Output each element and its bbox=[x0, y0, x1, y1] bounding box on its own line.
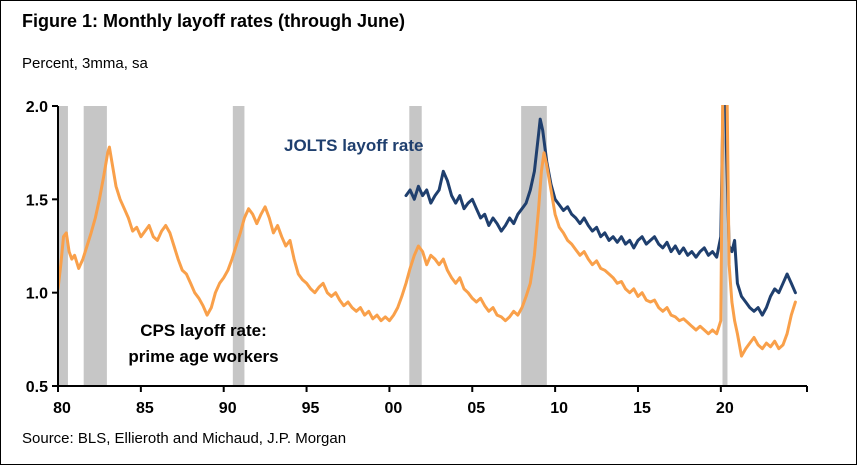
x-tick-label: 95 bbox=[302, 400, 320, 417]
x-tick-label: 80 bbox=[53, 400, 71, 417]
recession-band bbox=[83, 106, 107, 386]
cps-series-label-line2: prime age workers bbox=[128, 347, 279, 366]
y-tick-label: 0.5 bbox=[26, 379, 48, 396]
chart-subtitle: Percent, 3mma, sa bbox=[22, 55, 148, 72]
x-tick-label: 05 bbox=[467, 400, 485, 417]
jolts-series-label: JOLTS layoff rate bbox=[284, 136, 424, 155]
recession-band bbox=[409, 106, 422, 386]
chart-title: Figure 1: Monthly layoff rates (through … bbox=[22, 11, 406, 31]
recession-band bbox=[232, 106, 245, 386]
y-tick-label: 1.5 bbox=[26, 192, 48, 209]
x-tick-label: 85 bbox=[136, 400, 154, 417]
cps-series-label: CPS layoff rate: prime age workers bbox=[101, 318, 306, 370]
source-note: Source: BLS, Ellieroth and Michaud, J.P.… bbox=[22, 430, 347, 447]
cps-series-label-line1: CPS layoff rate: bbox=[140, 321, 267, 340]
y-tick-label: 2.0 bbox=[26, 99, 48, 116]
y-tick-label: 1.0 bbox=[26, 286, 48, 303]
x-tick-label: 20 bbox=[716, 400, 734, 417]
recession-band bbox=[722, 106, 728, 386]
x-tick-label: 10 bbox=[550, 400, 568, 417]
jolts-line-series bbox=[404, 105, 797, 317]
x-tick-label: 15 bbox=[633, 400, 651, 417]
cps-line-series bbox=[58, 105, 797, 358]
x-tick-label: 00 bbox=[385, 400, 403, 417]
x-tick-label: 90 bbox=[219, 400, 237, 417]
